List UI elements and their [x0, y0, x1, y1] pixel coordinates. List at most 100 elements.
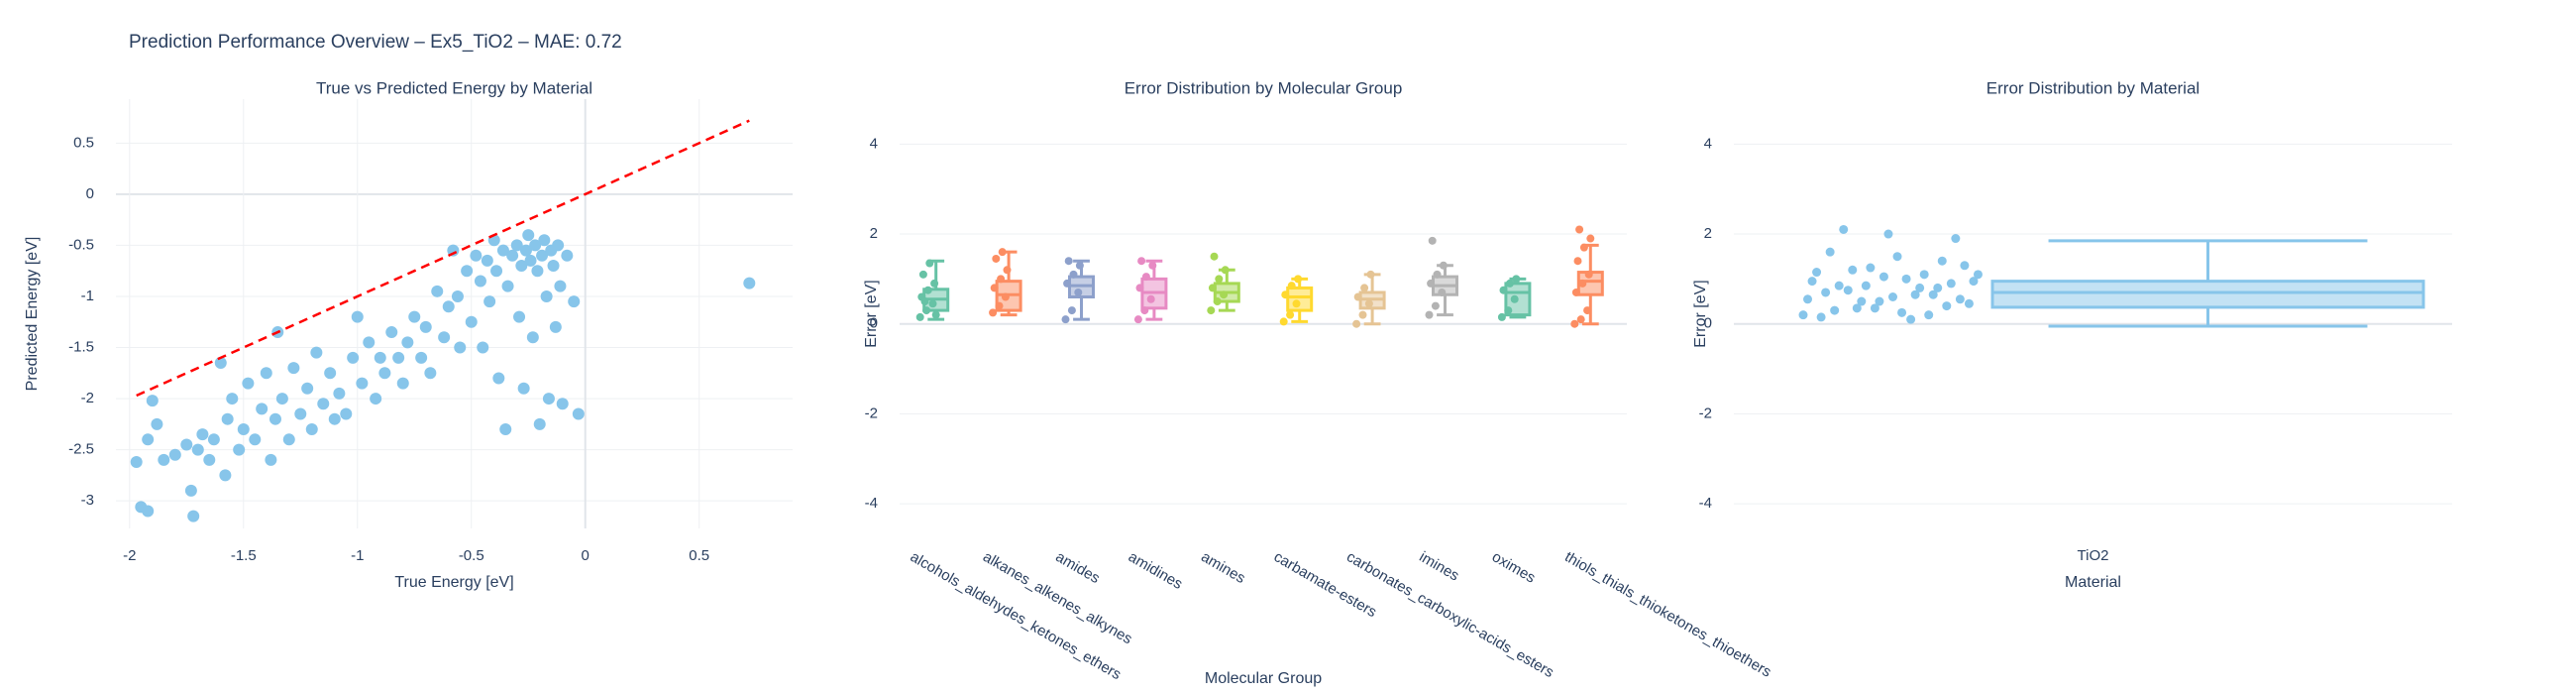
scatter-point — [242, 377, 255, 390]
data-point — [1133, 315, 1142, 324]
y-tick-label: -1.5 — [68, 338, 94, 355]
data-point — [920, 297, 929, 306]
scatter-point — [184, 484, 197, 497]
data-point — [1875, 296, 1884, 306]
scatter-point — [151, 417, 163, 430]
scatter-point — [490, 265, 503, 278]
data-point — [1576, 315, 1585, 324]
data-point — [1294, 275, 1303, 284]
data-point — [998, 248, 1007, 257]
scatter-point — [219, 469, 232, 482]
data-point — [1946, 279, 1956, 289]
data-point — [1427, 279, 1436, 288]
data-point — [923, 286, 932, 294]
scatter-point — [363, 336, 376, 349]
scatter-point — [517, 382, 530, 395]
data-point — [1499, 286, 1508, 294]
data-point — [992, 254, 1001, 263]
y-tick-label: -1 — [81, 288, 94, 304]
x-tick-label: oximes — [1489, 548, 1539, 586]
scatter-point — [268, 412, 281, 425]
scatter-point — [431, 285, 444, 297]
scatter-point — [392, 351, 405, 364]
y-tick-label: 2 — [870, 225, 878, 242]
scatter-point — [419, 320, 432, 333]
scatter-point — [130, 455, 143, 468]
scatter-point — [207, 433, 220, 446]
subplot-title: True vs Predicted Energy by Material — [316, 78, 592, 97]
data-point — [1892, 252, 1902, 262]
data-point — [1074, 288, 1083, 296]
data-point — [1839, 224, 1849, 234]
scatter-point — [374, 351, 386, 364]
data-point — [1798, 310, 1808, 320]
scatter-point — [396, 377, 409, 390]
data-point — [1220, 290, 1229, 299]
data-point — [1942, 301, 1952, 311]
scatter-point — [743, 277, 756, 289]
data-point — [1063, 279, 1072, 288]
scatter-point — [408, 310, 421, 323]
scatter-point — [301, 382, 314, 395]
scatter-point — [552, 239, 565, 252]
data-point — [1353, 292, 1362, 301]
data-point — [1915, 283, 1925, 292]
data-point — [1852, 303, 1862, 313]
x-axis-title: True Energy [eV] — [394, 574, 513, 591]
scatter-point — [481, 254, 493, 267]
x-tick-label: amides — [1053, 548, 1103, 587]
y-tick-label: -0.5 — [68, 236, 94, 253]
y-tick-label: -3 — [81, 492, 94, 509]
scatter-point — [549, 320, 562, 333]
scatter-point — [378, 367, 391, 380]
scatter-point — [305, 422, 318, 435]
scatter-point — [533, 417, 546, 430]
scatter-point — [477, 341, 489, 354]
scatter-point — [519, 244, 532, 257]
data-point — [1969, 277, 1979, 287]
y-tick-label: 0 — [1704, 315, 1712, 332]
y-tick-label: 0.5 — [73, 134, 94, 151]
scatter-point — [568, 295, 581, 308]
scatter-point — [499, 422, 512, 435]
data-point — [922, 306, 931, 315]
data-point — [1003, 266, 1012, 275]
data-point — [1366, 270, 1375, 279]
data-point — [1906, 314, 1916, 324]
data-point — [1584, 270, 1593, 279]
y-tick-label: 0 — [870, 315, 878, 332]
data-point — [1848, 265, 1858, 275]
data-point — [1364, 299, 1373, 308]
scatter-point — [401, 336, 414, 349]
data-point — [1433, 270, 1442, 279]
data-point — [1825, 247, 1835, 257]
scatter-point — [265, 453, 277, 466]
data-point — [1146, 294, 1155, 303]
data-point — [1830, 305, 1840, 315]
data-point — [1834, 281, 1844, 290]
x-tick-label: amines — [1198, 548, 1247, 587]
scatter-point — [317, 398, 330, 410]
scatter-point — [158, 453, 170, 466]
data-point — [1812, 268, 1822, 278]
data-point — [1857, 296, 1867, 306]
data-point — [1883, 229, 1893, 239]
data-point — [1221, 266, 1230, 275]
scatter-point — [287, 362, 300, 375]
data-point — [1281, 290, 1290, 299]
data-point — [930, 279, 939, 288]
figure-title: Prediction Performance Overview – Ex5_Ti… — [129, 32, 622, 53]
data-point — [1425, 310, 1434, 319]
scatter-point — [513, 310, 526, 323]
x-tick-label: 0.5 — [689, 547, 709, 564]
data-point — [925, 259, 934, 268]
scatter-point — [142, 433, 155, 446]
scatter-point — [461, 265, 474, 278]
x-axis-title: Molecular Group — [1205, 670, 1322, 687]
scatter-point — [442, 300, 455, 313]
data-point — [1861, 281, 1871, 290]
scatter-point — [191, 443, 204, 456]
data-point — [1075, 261, 1084, 270]
x-tick-label: 0 — [582, 547, 590, 564]
data-point — [1933, 283, 1943, 292]
